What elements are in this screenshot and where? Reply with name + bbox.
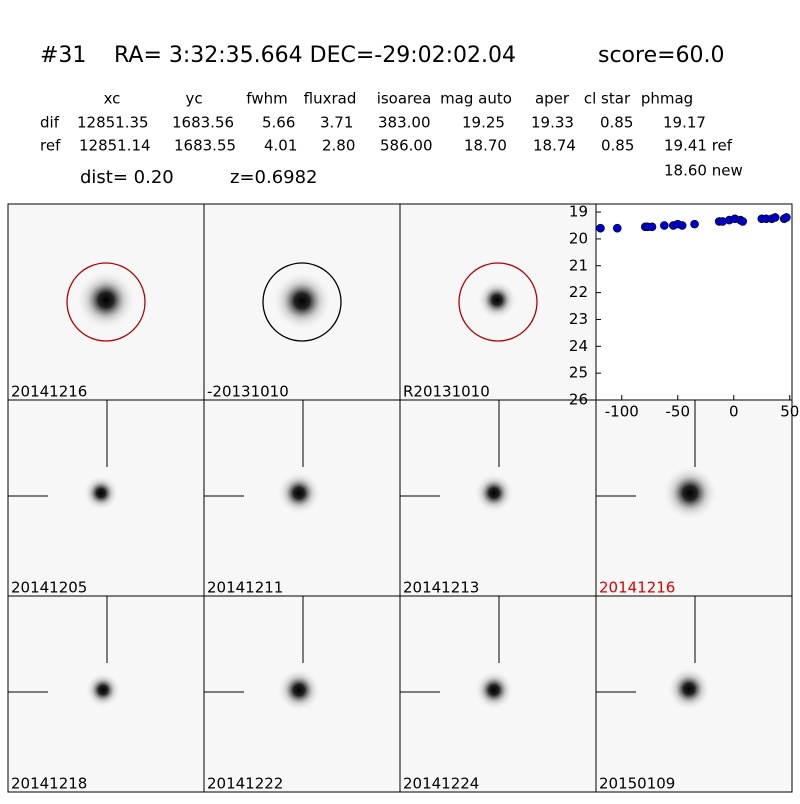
source <box>272 271 332 331</box>
table-cell: 383.00 <box>378 114 431 132</box>
candidate-id: #31 <box>40 43 86 68</box>
table-cell: ref <box>40 137 61 155</box>
table-cell: 19.25 <box>462 114 505 132</box>
stamp-label: 20141224 <box>403 775 479 793</box>
point <box>738 217 748 226</box>
x-tick-label: -50 <box>666 403 691 421</box>
source <box>85 672 121 708</box>
y-tick-label: 21 <box>569 256 588 274</box>
y-tick-label: 23 <box>569 310 588 328</box>
column-header: cl star <box>584 90 631 108</box>
column-header: yc <box>185 90 202 108</box>
table-cell: 586.00 <box>380 137 433 155</box>
stamp-label: -20131010 <box>207 383 289 401</box>
source <box>662 465 718 521</box>
table-cell: 4.01 <box>264 137 297 155</box>
source <box>477 280 517 320</box>
stamp-label: 20141216 <box>599 579 675 597</box>
table-cell: 0.85 <box>600 114 633 132</box>
column-header: xc <box>104 90 121 108</box>
column-header: isoarea <box>377 90 432 108</box>
source <box>474 473 514 513</box>
table-cell: 3.71 <box>320 114 353 132</box>
table-cell: 12851.14 <box>79 137 151 155</box>
aperture <box>262 262 342 342</box>
point <box>677 221 687 230</box>
x-tick-label: -100 <box>605 403 639 421</box>
table-cell: 19.33 <box>531 114 574 132</box>
point <box>660 221 669 230</box>
y-tick-label: 24 <box>569 337 588 355</box>
stamp-label: 20141205 <box>11 579 87 597</box>
lightcurve: 19 20 21 22 23 24 25 26 -100 -50 0 50 <box>569 203 799 421</box>
y-tick-label: 26 <box>569 391 588 409</box>
point <box>690 219 699 229</box>
new-mag: 18.60 new <box>664 162 743 180</box>
point <box>596 223 605 233</box>
source <box>277 668 321 712</box>
source <box>83 475 119 511</box>
table-cell: 19.17 <box>663 114 706 132</box>
stamps: 20141216 -20131010 R20131010 20141205 201412… <box>7 203 793 793</box>
stamp-label: R20131010 <box>403 383 490 401</box>
table-cell: 1683.56 <box>172 114 234 132</box>
column-header: fluxrad <box>304 90 357 108</box>
column-header: mag auto <box>440 90 512 108</box>
source <box>76 270 136 330</box>
coordinates: RA= 3:32:35.664 DEC=-29:02:02.04 <box>114 43 516 68</box>
table-cell: 18.70 <box>464 137 507 155</box>
x-tick-label: 0 <box>729 403 739 421</box>
stamp-label: 20141216 <box>11 383 87 401</box>
table-cell: 1683.55 <box>174 137 236 155</box>
column-header: phmag <box>641 90 693 108</box>
stamp-label: 20141211 <box>207 579 283 597</box>
redshift: z=0.6982 <box>230 167 318 188</box>
table-cell: 5.66 <box>262 114 295 132</box>
point <box>782 213 791 222</box>
stamp-label: 20141222 <box>207 775 283 793</box>
table-cell: 19.41 ref <box>664 137 733 155</box>
dist: dist= 0.20 <box>80 167 174 188</box>
stamp-label: 20141213 <box>403 579 479 597</box>
column-header: fwhm <box>246 90 287 108</box>
x-tick-label: 50 <box>780 403 799 421</box>
source <box>474 670 514 710</box>
stamp-label: 20150109 <box>599 775 675 793</box>
table-cell: 18.74 <box>533 137 576 155</box>
y-tick-label: 19 <box>569 203 588 221</box>
y-tick-label: 20 <box>569 229 588 247</box>
aperture <box>458 262 538 342</box>
point <box>612 223 622 233</box>
table-cell: 12851.35 <box>77 114 149 132</box>
point <box>647 222 657 232</box>
y-tick-label: 22 <box>569 283 588 301</box>
table-cell: 2.80 <box>322 137 355 155</box>
source <box>277 471 321 515</box>
source <box>667 667 711 711</box>
score: score=60.0 <box>598 43 725 68</box>
table-cell: 0.85 <box>601 137 634 155</box>
stamp-label: 20141218 <box>11 775 87 793</box>
table-cell: dif <box>40 114 60 132</box>
y-tick-label: 25 <box>569 364 588 382</box>
point <box>770 213 780 222</box>
aperture <box>66 262 146 342</box>
column-header: aper <box>535 90 570 108</box>
plot-area <box>595 203 793 401</box>
